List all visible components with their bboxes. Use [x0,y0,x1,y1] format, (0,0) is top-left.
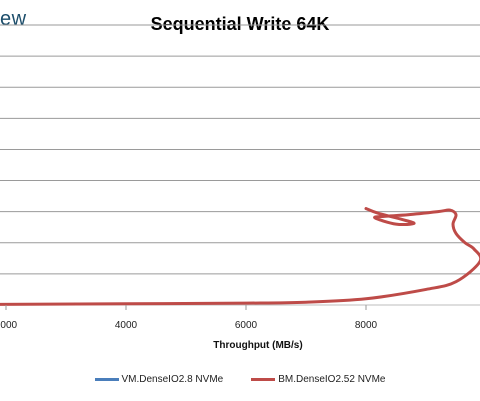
legend-item-vm-denseio: VM.DenseIO2.8 NVMe [94,374,224,385]
chart-title: Sequential Write 64K [150,14,330,34]
x-tick-label: 4000 [115,320,138,331]
chart-legend: VM.DenseIO2.8 NVMe BM.DenseIO2.52 NVMe [0,374,480,385]
legend-swatch-vm-denseio [94,378,119,381]
legend-label-vm-denseio: VM.DenseIO2.8 NVMe [121,374,224,385]
series-line-1 [0,207,480,306]
x-tick-label: 6000 [235,320,258,331]
legend-item-bm-denseio: BM.DenseIO2.52 NVMe [251,374,385,385]
x-tick-label: 2000 [0,320,18,331]
legend-swatch-bm-denseio [251,378,276,381]
x-axis-label: Throughput (MB/s) [213,340,302,351]
x-axis-ticks: 2000 4000 6000 8000 [0,305,378,331]
legend-label-bm-denseio: BM.DenseIO2.52 NVMe [278,374,386,385]
series-layer [0,207,480,306]
gridlines [0,24,480,306]
x-tick-label: 8000 [355,320,378,331]
